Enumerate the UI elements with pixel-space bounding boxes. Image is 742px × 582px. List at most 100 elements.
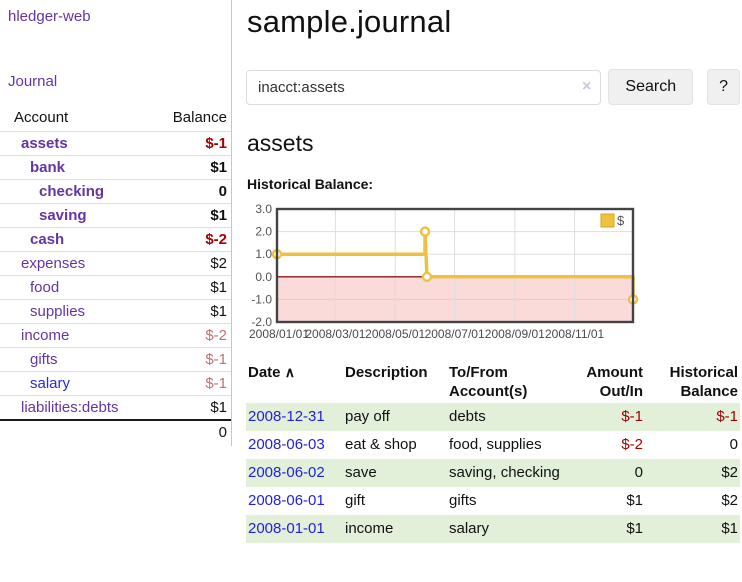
svg-text:2008/05/01: 2008/05/01 [365, 327, 425, 341]
transaction-description: gift [345, 492, 366, 509]
transaction-amount: $1 [626, 492, 643, 509]
account-balance: $1 [144, 203, 231, 228]
transaction-description: pay off [343, 403, 447, 431]
historical-balance-chart: $ 3.0 2.0 1.0 0.0 -1.0 -2.0 2008/01/01 2… [249, 202, 639, 341]
svg-text:2.0: 2.0 [255, 225, 272, 239]
account-row: supplies $1 [0, 299, 231, 324]
account-link-liabilities-debts[interactable]: liabilities:debts [21, 399, 119, 416]
register-row: 2008-06-02 save saving, checking 0 $2 [246, 459, 740, 487]
accounts-total-row: 0 [0, 419, 231, 444]
svg-text:-1.0: -1.0 [251, 292, 272, 306]
account-row: food $1 [0, 275, 231, 300]
register-row: 2008-01-01 income salary $1 $1 [246, 515, 740, 543]
account-link-assets[interactable]: assets [21, 135, 68, 152]
accounts-table: Account Balance assets $-1 bank $1 check… [0, 105, 231, 444]
svg-text:2008/07/01: 2008/07/01 [425, 327, 485, 341]
account-balance: $-1 [144, 131, 231, 156]
search-form: × Search ? [246, 69, 740, 105]
account-link-cash[interactable]: cash [30, 231, 65, 248]
register-header-row: Date ∧ Description To/From Account(s) Am… [246, 361, 740, 403]
accounts-header-balance: Balance [172, 109, 227, 126]
clear-search-icon[interactable]: × [582, 77, 592, 95]
transaction-date-link[interactable]: 2008-01-01 [248, 520, 325, 537]
transaction-amount: $-1 [565, 403, 645, 431]
account-balance: $1 [144, 299, 231, 324]
account-row: income $-2 [0, 323, 231, 348]
sidebar: hledger-web Journal Account Balance asse… [0, 0, 232, 446]
svg-text:2008/11/01: 2008/11/01 [545, 327, 604, 341]
register-header-balance: Historical Balance [669, 364, 738, 400]
transaction-date-link[interactable]: 2008-06-03 [248, 436, 325, 453]
account-link-bank[interactable]: bank [30, 159, 66, 176]
register-header-amount: Amount Out/In [586, 364, 643, 400]
sort-asc-icon: ∧ [284, 364, 295, 380]
register-row: 2008-12-31 pay off debts $-1 $-1 [246, 403, 740, 431]
current-account-title: assets [247, 130, 314, 156]
gridlines [277, 209, 633, 322]
main-content: sample.journal × Search ? assets Histori… [246, 0, 740, 543]
account-row: liabilities:debts $1 [0, 395, 231, 420]
account-balance: $-2 [144, 323, 231, 348]
account-row: bank $1 [0, 155, 231, 180]
account-link-supplies[interactable]: supplies [30, 303, 86, 320]
account-link-salary[interactable]: salary [30, 375, 71, 392]
account-link-gifts[interactable]: gifts [30, 351, 58, 368]
svg-text:3.0: 3.0 [255, 202, 272, 216]
transaction-balance: 0 [729, 436, 738, 453]
account-row: checking 0 [0, 179, 231, 204]
svg-text:-2.0: -2.0 [251, 315, 272, 329]
account-row: salary $-1 [0, 371, 231, 396]
transaction-accounts: debts [447, 403, 565, 431]
accounts-header-row: Account Balance [0, 105, 231, 132]
account-balance: $2 [144, 251, 231, 276]
search-button[interactable]: Search [608, 69, 694, 105]
sidebar-item-journal[interactable]: Journal [8, 73, 58, 90]
transaction-date-link[interactable]: 2008-06-02 [248, 464, 325, 481]
register-header-accounts: To/From Account(s) [449, 364, 528, 400]
plot-border [275, 207, 635, 324]
register-row: 2008-06-03 eat & shop food, supplies $-2… [246, 431, 740, 459]
transaction-accounts: food, supplies [449, 436, 542, 453]
transaction-balance: $-1 [645, 403, 740, 431]
account-link-income[interactable]: income [21, 327, 70, 344]
page-title: sample.journal [247, 4, 452, 39]
account-balance: $1 [144, 275, 231, 300]
transaction-accounts: gifts [449, 492, 477, 509]
legend-swatch-icon [600, 213, 615, 228]
transaction-amount: 0 [565, 459, 645, 487]
account-balance: $-2 [144, 227, 231, 252]
register-table: Date ∧ Description To/From Account(s) Am… [246, 361, 740, 543]
account-row: saving $1 [0, 203, 231, 228]
transaction-date-link[interactable]: 2008-06-01 [248, 492, 325, 509]
transaction-accounts: saving, checking [447, 459, 565, 487]
account-link-checking[interactable]: checking [39, 183, 105, 200]
account-balance: $-1 [144, 347, 231, 372]
app-title-link[interactable]: hledger-web [8, 8, 91, 25]
account-balance: $1 [144, 155, 231, 180]
account-row: gifts $-1 [0, 347, 231, 372]
search-input[interactable] [246, 69, 602, 105]
transaction-description: income [343, 515, 447, 543]
account-link-expenses[interactable]: expenses [21, 255, 86, 272]
transaction-balance: $2 [645, 459, 740, 487]
chart-legend: $ [600, 213, 625, 228]
svg-text:2008/09/01: 2008/09/01 [485, 327, 545, 341]
accounts-total-value: 0 [144, 419, 231, 444]
account-balance: $1 [144, 395, 231, 420]
account-row: expenses $2 [0, 251, 231, 276]
account-link-saving[interactable]: saving [39, 207, 87, 224]
chart-title: Historical Balance: [247, 176, 374, 192]
svg-text:2008/01/01: 2008/01/01 [249, 327, 309, 341]
help-button[interactable]: ? [707, 69, 740, 105]
register-header-date[interactable]: Date ∧ [248, 364, 295, 381]
account-link-food[interactable]: food [30, 279, 60, 296]
svg-text:0.0: 0.0 [255, 270, 272, 284]
transaction-description: save [343, 459, 447, 487]
legend-label: $ [617, 213, 625, 228]
svg-text:2008/03/01: 2008/03/01 [305, 327, 365, 341]
y-axis-labels: 3.0 2.0 1.0 0.0 -1.0 -2.0 [251, 202, 272, 329]
transaction-amount: $-2 [621, 436, 643, 453]
transaction-date-link[interactable]: 2008-12-31 [248, 408, 325, 425]
account-row: cash $-2 [0, 227, 231, 252]
account-row: assets $-1 [0, 131, 231, 156]
